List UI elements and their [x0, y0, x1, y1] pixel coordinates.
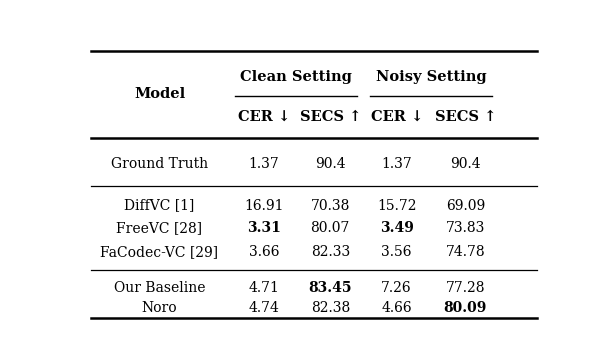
Text: CER ↓: CER ↓: [237, 110, 290, 124]
Text: Clean Setting: Clean Setting: [240, 70, 352, 84]
Text: Noisy Setting: Noisy Setting: [376, 70, 487, 84]
Text: Ground Truth: Ground Truth: [111, 158, 208, 171]
Text: SECS ↑: SECS ↑: [299, 110, 361, 124]
Text: 16.91: 16.91: [244, 198, 283, 213]
Text: 90.4: 90.4: [315, 158, 346, 171]
Text: 70.38: 70.38: [310, 198, 350, 213]
Text: 15.72: 15.72: [377, 198, 416, 213]
Text: 73.83: 73.83: [446, 221, 485, 235]
Text: 4.74: 4.74: [248, 301, 279, 315]
Text: FreeVC [28]: FreeVC [28]: [116, 221, 203, 235]
Text: Our Baseline: Our Baseline: [114, 281, 205, 295]
Text: 74.78: 74.78: [446, 245, 485, 259]
Text: 3.56: 3.56: [381, 245, 412, 259]
Text: DiffVC [1]: DiffVC [1]: [124, 198, 195, 213]
Text: 4.71: 4.71: [248, 281, 279, 295]
Text: 1.37: 1.37: [381, 158, 412, 171]
Text: Noro: Noro: [142, 301, 177, 315]
Text: 80.09: 80.09: [444, 301, 487, 315]
Text: SECS ↑: SECS ↑: [435, 110, 496, 124]
Text: CER ↓: CER ↓: [370, 110, 423, 124]
Text: 1.37: 1.37: [248, 158, 279, 171]
Text: 3.31: 3.31: [247, 221, 281, 235]
Text: 82.38: 82.38: [311, 301, 350, 315]
Text: 3.49: 3.49: [379, 221, 414, 235]
Text: 80.07: 80.07: [310, 221, 350, 235]
Text: Model: Model: [134, 87, 185, 101]
Text: 7.26: 7.26: [381, 281, 412, 295]
Text: 83.45: 83.45: [308, 281, 352, 295]
Text: 90.4: 90.4: [450, 158, 481, 171]
Text: FaCodec-VC [29]: FaCodec-VC [29]: [100, 245, 218, 259]
Text: 77.28: 77.28: [446, 281, 485, 295]
Text: 4.66: 4.66: [381, 301, 412, 315]
Text: 82.33: 82.33: [311, 245, 350, 259]
Text: 69.09: 69.09: [446, 198, 485, 213]
Text: 3.66: 3.66: [248, 245, 279, 259]
